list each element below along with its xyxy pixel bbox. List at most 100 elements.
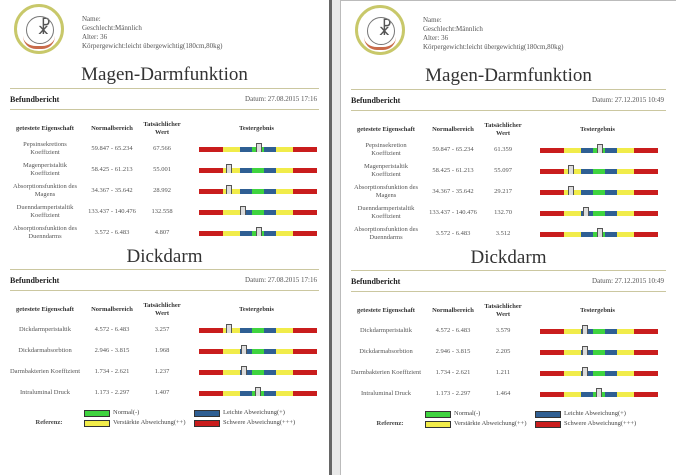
report-date: Datum: 27.08.2015 17:16 — [245, 95, 317, 103]
result-gauge — [540, 206, 658, 219]
patient-info: Name: Geschlecht:Männlich Alter: 36 Körp… — [82, 15, 222, 51]
result-gauge — [199, 344, 317, 357]
gauge-track — [540, 349, 658, 355]
column-header: Normalbereich — [432, 126, 474, 133]
patient-gender: Geschlecht:Männlich — [82, 24, 142, 32]
blue-swatch-icon — [194, 410, 220, 417]
report-line: Befundbericht Datum: 27.12.2015 10:49 — [341, 90, 676, 110]
table-header-row: getestete Eigenschaft Normalbereich Tatsäc… — [347, 121, 661, 139]
cell-result — [184, 138, 320, 159]
result-gauge — [540, 366, 658, 379]
patient-info: Name: Geschlecht:Männlich Alter: 36 Körp… — [423, 16, 563, 52]
patient-age: Alter: 36 — [423, 34, 449, 42]
table-row: Magenperistaltik Koeffizient 58.425 - 61.… — [347, 160, 661, 181]
report-date: Datum: 27.12.2015 10:49 — [592, 96, 664, 104]
section-title: Magen-Darmfunktion — [81, 64, 248, 85]
red-swatch-icon — [194, 420, 220, 427]
result-gauge — [540, 143, 658, 156]
column-header: getestete Eigenschaft — [16, 306, 74, 313]
cell-name: Darmbakterien Koeffizient — [350, 368, 422, 376]
cell-result — [525, 202, 661, 223]
legend-normal: Normal(-) — [425, 410, 535, 418]
legend-moderate: Verstärkte Abweichung(++) — [84, 419, 194, 427]
column-header: getestete Eigenschaft — [357, 307, 415, 314]
table-row: Absorptionsfunktion des Magens 34.367 - 3… — [347, 181, 661, 202]
cell-range: 58.425 - 61.213 — [432, 166, 474, 174]
cell-value: 1.464 — [495, 389, 511, 397]
cell-result — [525, 223, 661, 244]
cell-result — [525, 383, 661, 404]
cell-range: 1.734 - 2.621 — [435, 368, 471, 376]
cell-name: Duenndarmperistaltik Koeffizient — [16, 203, 74, 219]
report-label: Befundbericht — [10, 94, 60, 104]
result-gauge — [199, 163, 317, 176]
table-header-row: getestete Eigenschaft Normalbereich Tatsäc… — [6, 301, 320, 319]
result-gauge — [540, 185, 658, 198]
cell-result — [184, 180, 320, 201]
result-gauge — [540, 324, 658, 337]
patient-gender: Geschlecht:Männlich — [423, 25, 483, 33]
gauge-track — [199, 188, 317, 194]
cell-value: 132.558 — [151, 207, 173, 215]
legend-mild: Leichte Abweichung(+) — [535, 410, 645, 418]
cell-result — [525, 362, 661, 383]
blue-swatch-icon — [535, 411, 561, 418]
cell-result — [525, 341, 661, 362]
cell-value: 4.807 — [154, 228, 170, 236]
divider — [351, 89, 666, 90]
column-header: Normalbereich — [91, 125, 133, 132]
table-row: Darmbakterien Koeffizient 1.734 - 2.621 1.… — [6, 361, 320, 382]
patient-weight: Körpergewicht:leicht übergewichtig(180cm… — [423, 43, 564, 51]
report-label: Befundbericht — [351, 276, 401, 286]
column-header: Normalbereich — [91, 306, 133, 313]
gauge-track — [199, 327, 317, 333]
legend-mild: Leichte Abweichung(+) — [194, 409, 304, 417]
report-date: Datum: 27.08.2015 17:16 — [245, 276, 317, 284]
column-header: Testergebnis — [239, 125, 274, 132]
cell-name: Dickdarmperistaltik — [19, 325, 71, 333]
cell-value: 55.097 — [494, 166, 512, 174]
cell-value: 1.407 — [154, 388, 170, 396]
legend: Referenz: Normal(-) Verstärkte Abweichun… — [355, 410, 676, 430]
column-header: Testergebnis — [580, 126, 615, 133]
cell-range: 2.946 - 3.815 — [94, 346, 130, 354]
cell-range: 4.572 - 6.483 — [94, 325, 130, 333]
legend: Referenz: Normal(-) Verstärkte Abweichun… — [14, 409, 329, 429]
section-title: Dickdarm — [470, 247, 547, 268]
column-header: Testergebnis — [580, 307, 615, 314]
cell-result — [184, 340, 320, 361]
gauge-pointer-icon — [583, 206, 590, 216]
cell-name: Absorptionsfunktion des Duenndarms — [353, 225, 419, 241]
cell-range: 1.173 - 2.297 — [94, 388, 130, 396]
patient-weight: Körpergewicht:leicht übergewichtig(180cm… — [82, 42, 223, 50]
result-gauge — [199, 323, 317, 336]
gauge-pointer-icon — [567, 185, 574, 195]
cell-range: 133.437 - 140.476 — [429, 208, 477, 216]
report-line: Befundbericht Datum: 27.08.2015 17:16 — [0, 89, 329, 109]
table-row: Magenperistaltik Koeffizient 58.425 - 61.… — [6, 159, 320, 180]
page-header: ☧ Name: Geschlecht:Männlich Alter: 36 Kö… — [0, 0, 329, 60]
table-row: Intraluminal Druck 1.173 - 2.297 1.407 — [6, 382, 320, 403]
gauge-track — [540, 328, 658, 334]
patient-name: Name: — [82, 15, 101, 23]
result-gauge — [199, 184, 317, 197]
result-gauge — [540, 227, 658, 240]
column-header: Tatsächlicher Wert — [143, 121, 181, 136]
divider — [10, 290, 319, 291]
cell-range: 59.847 - 65.234 — [432, 145, 474, 153]
cell-value: 67.566 — [153, 144, 171, 152]
cell-result — [184, 319, 320, 340]
gauge-pointer-icon — [225, 184, 232, 194]
vitruvian-logo-icon: ☧ — [14, 4, 64, 54]
report-label: Befundbericht — [351, 95, 401, 105]
gauge-pointer-icon — [240, 365, 247, 375]
patient-age: Alter: 36 — [82, 33, 108, 41]
table-header-row: getestete Eigenschaft Normalbereich Tatsäc… — [347, 302, 661, 320]
cell-result — [525, 320, 661, 341]
table-row: Duenndarmperistaltik Koeffizient 133.437 … — [6, 201, 320, 222]
cell-range: 58.425 - 61.213 — [91, 165, 133, 173]
legend-severe: Schwere Abweichung(+++) — [194, 419, 304, 427]
cell-range: 133.437 - 140.476 — [88, 207, 136, 215]
vitruvian-logo-icon: ☧ — [355, 5, 405, 55]
gauge-track — [199, 167, 317, 173]
